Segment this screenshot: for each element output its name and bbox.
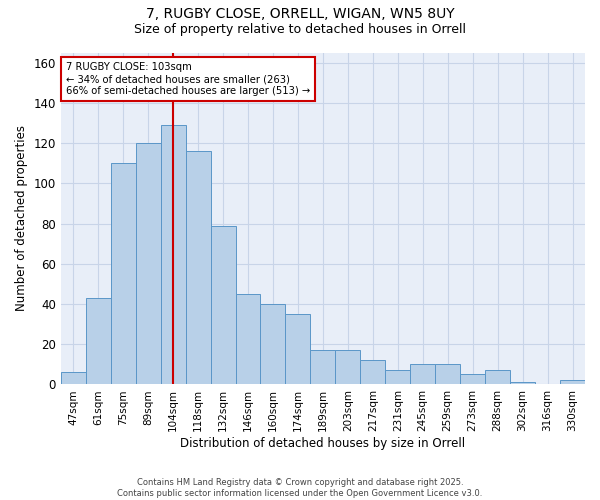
Bar bbox=[260, 304, 286, 384]
Bar bbox=[236, 294, 260, 384]
Bar bbox=[435, 364, 460, 384]
Bar bbox=[136, 143, 161, 384]
Bar bbox=[460, 374, 485, 384]
Bar bbox=[185, 151, 211, 384]
X-axis label: Distribution of detached houses by size in Orrell: Distribution of detached houses by size … bbox=[181, 437, 466, 450]
Bar bbox=[410, 364, 435, 384]
Bar bbox=[61, 372, 86, 384]
Bar bbox=[361, 360, 385, 384]
Bar bbox=[111, 163, 136, 384]
Bar bbox=[211, 226, 236, 384]
Bar bbox=[86, 298, 111, 384]
Text: 7, RUGBY CLOSE, ORRELL, WIGAN, WN5 8UY: 7, RUGBY CLOSE, ORRELL, WIGAN, WN5 8UY bbox=[146, 8, 454, 22]
Bar bbox=[335, 350, 361, 384]
Bar bbox=[310, 350, 335, 384]
Bar bbox=[385, 370, 410, 384]
Text: 7 RUGBY CLOSE: 103sqm
← 34% of detached houses are smaller (263)
66% of semi-det: 7 RUGBY CLOSE: 103sqm ← 34% of detached … bbox=[66, 62, 310, 96]
Bar bbox=[510, 382, 535, 384]
Y-axis label: Number of detached properties: Number of detached properties bbox=[15, 126, 28, 312]
Text: Contains HM Land Registry data © Crown copyright and database right 2025.
Contai: Contains HM Land Registry data © Crown c… bbox=[118, 478, 482, 498]
Bar bbox=[161, 125, 185, 384]
Text: Size of property relative to detached houses in Orrell: Size of property relative to detached ho… bbox=[134, 22, 466, 36]
Bar bbox=[560, 380, 585, 384]
Bar bbox=[286, 314, 310, 384]
Bar bbox=[485, 370, 510, 384]
